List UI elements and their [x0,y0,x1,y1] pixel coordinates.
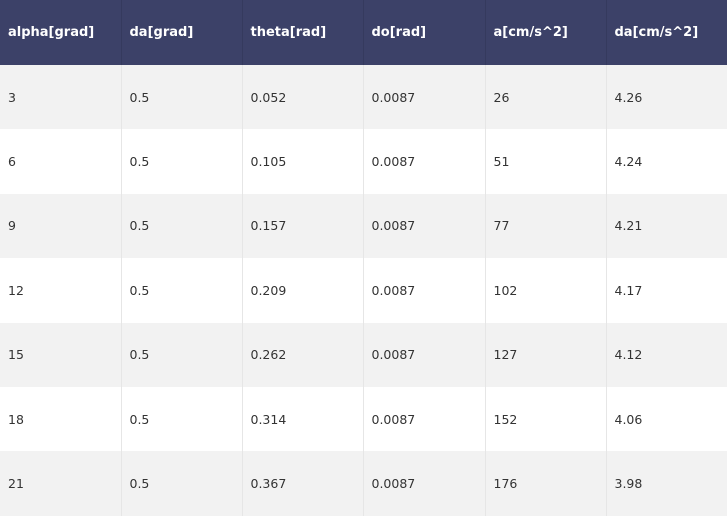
table-cell: 0.5 [121,322,243,387]
table-row: 12 0.5 0.209 0.0087 102 4.17 [0,258,727,323]
table-cell: 0.367 [242,451,364,516]
table-cell: 0.5 [121,129,243,194]
table-cell: 77 [485,193,607,259]
table-header: alpha[grad] da[grad] theta[rad] do[rad] … [0,0,727,65]
table-cell: 0.5 [121,65,243,130]
table-cell: 102 [485,258,607,323]
table-cell: 152 [485,386,607,452]
header-row: alpha[grad] da[grad] theta[rad] do[rad] … [0,0,727,65]
table-cell: 4.21 [614,218,643,234]
header-da-accel[interactable]: da[cm/s^2] [614,25,699,40]
table-cell: 0.052 [242,65,364,130]
table-cell: 4.06 [614,411,643,427]
table-row: 9 0.5 0.157 0.0087 77 4.21 [0,193,727,259]
table-cell: 0.0087 [363,386,486,452]
table-cell: 51 [485,129,607,194]
table-cell: 176 [485,451,607,516]
header-do[interactable]: do[rad] [363,0,486,65]
table-cell: 0.0087 [363,322,486,387]
table-row: 15 0.5 0.262 0.0087 127 4.12 [0,322,727,387]
table-cell: 4.24 [614,154,643,170]
table-cell: 4.12 [614,347,643,363]
table-cell: 26 [485,65,607,130]
table-cell: 0.0087 [363,258,486,323]
table-cell: 0.0087 [363,451,486,516]
table-cell: 127 [485,322,607,387]
table-cell: 0.5 [121,193,243,259]
table-cell: 0.0087 [363,193,486,259]
header-theta[interactable]: theta[rad] [242,0,364,65]
table-row: 21 0.5 0.367 0.0087 176 3.98 [0,451,727,516]
table-cell: 0.5 [121,258,243,323]
table-cell: 15 [0,322,122,387]
table-cell: 21 [0,451,122,516]
table-cell: 18 [0,386,122,452]
table-cell: 0.157 [242,193,364,259]
header-alpha[interactable]: alpha[grad] [0,0,122,65]
table-cell: 4.26 [614,89,643,105]
table-cell: 12 [0,258,122,323]
table-cell: 6 [0,129,122,194]
table-cell: 0.0087 [363,65,486,130]
table-cell: 0.209 [242,258,364,323]
header-da-grad[interactable]: da[grad] [121,0,243,65]
table-cell: 0.0087 [363,129,486,194]
table-cell: 0.5 [121,451,243,516]
table-row: 6 0.5 0.105 0.0087 51 4.24 [0,129,727,194]
table-cell: 0.314 [242,386,364,452]
table-cell: 9 [0,193,122,259]
table-row: 3 0.5 0.052 0.0087 26 4.26 [0,65,727,130]
table-body: 3 0.5 0.052 0.0087 26 4.26 6 0.5 0.105 0… [0,65,727,516]
table-cell: 0.5 [121,386,243,452]
table-cell: 0.262 [242,322,364,387]
table-cell: 3 [0,65,122,130]
table-cell: 3.98 [614,476,643,492]
header-a[interactable]: a[cm/s^2] [485,0,607,65]
table-cell: 0.105 [242,129,364,194]
table-cell: 4.17 [614,282,643,298]
table-row: 18 0.5 0.314 0.0087 152 4.06 [0,386,727,452]
